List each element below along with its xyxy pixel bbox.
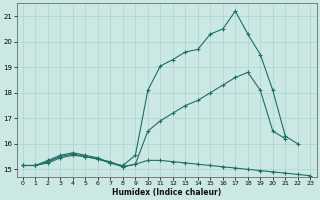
X-axis label: Humidex (Indice chaleur): Humidex (Indice chaleur) [112, 188, 221, 197]
